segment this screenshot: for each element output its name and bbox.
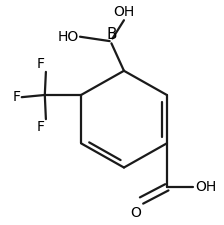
Text: F: F	[13, 90, 21, 104]
Text: F: F	[37, 120, 45, 134]
Text: O: O	[130, 207, 141, 220]
Text: OH: OH	[195, 180, 217, 194]
Text: OH: OH	[113, 5, 135, 19]
Text: HO: HO	[58, 30, 79, 44]
Text: B: B	[106, 27, 117, 42]
Text: F: F	[37, 57, 45, 71]
